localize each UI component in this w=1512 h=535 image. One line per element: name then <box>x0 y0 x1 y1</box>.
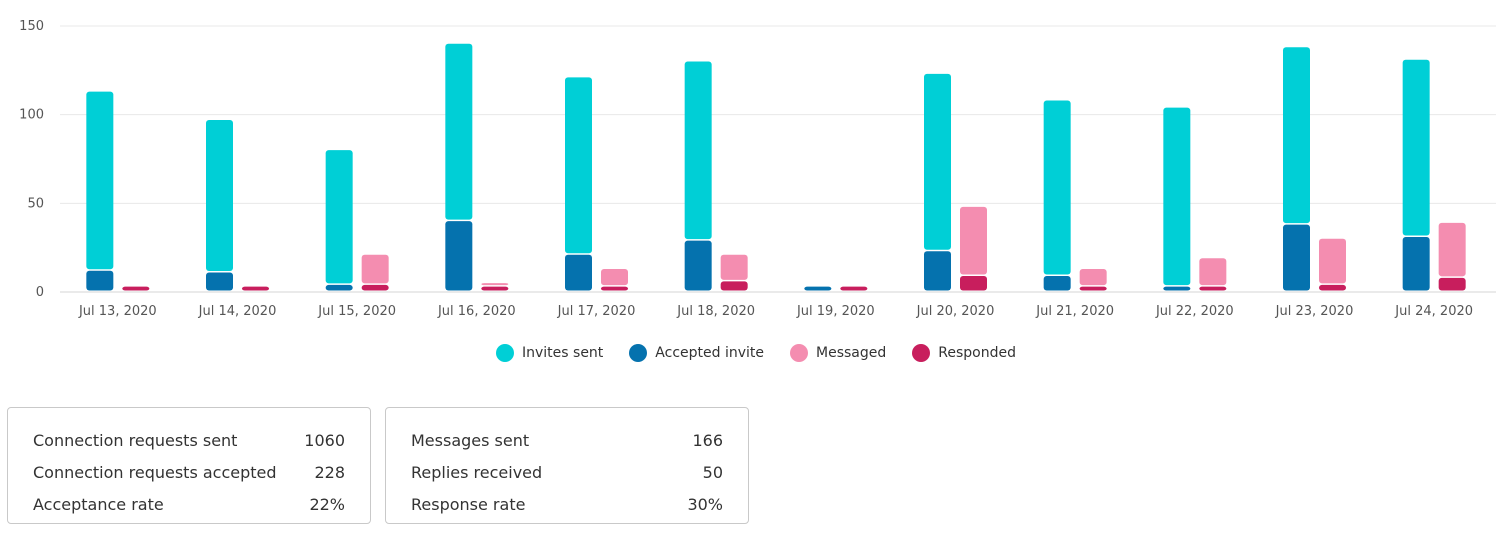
legend-label: Responded <box>938 345 1016 361</box>
stat-label: Replies received <box>411 462 543 482</box>
legend-swatch <box>790 344 809 362</box>
bar-responded <box>840 286 868 291</box>
bar-accepted-invite <box>565 254 592 291</box>
legend-item[interactable]: Messaged <box>790 344 886 362</box>
x-tick-label: Jul 22, 2020 <box>1155 304 1234 319</box>
stat-value: 228 <box>314 462 345 482</box>
bar-responded <box>481 286 509 291</box>
bar-messaged <box>960 206 987 275</box>
bar-accepted-invite <box>804 286 832 291</box>
message-stats-card: Messages sent 166 Replies received 50 Re… <box>385 407 749 524</box>
bar-accepted-invite <box>1402 237 1430 291</box>
bar-messaged <box>481 283 509 286</box>
stats-row: Response rate 30% <box>411 488 723 520</box>
x-tick-label: Jul 18, 2020 <box>676 304 755 319</box>
bar-accepted-invite <box>684 240 712 291</box>
x-tick-label: Jul 23, 2020 <box>1275 304 1354 319</box>
x-tick-label: Jul 13, 2020 <box>78 304 157 319</box>
legend-label: Accepted invite <box>655 345 765 361</box>
bar-invites-sent <box>1283 47 1310 224</box>
stats-row: Connection requests sent 1060 <box>33 424 345 456</box>
x-tick-label: Jul 19, 2020 <box>796 304 875 319</box>
bar-messaged <box>1199 258 1227 286</box>
y-tick-label: 150 <box>19 19 44 34</box>
bar-accepted-invite <box>1283 224 1310 291</box>
stat-value: 22% <box>309 494 345 514</box>
legend-swatch <box>496 344 514 362</box>
bar-responded <box>960 276 987 291</box>
bar-responded <box>361 284 389 291</box>
bar-responded <box>1438 277 1466 291</box>
stat-value: 1060 <box>304 430 345 450</box>
bar-responded <box>1079 286 1107 291</box>
stat-value: 30% <box>687 494 723 514</box>
bar-invites-sent <box>1163 107 1191 286</box>
y-tick-label: 100 <box>19 108 44 123</box>
bar-responded <box>242 286 269 291</box>
stats-row: Connection requests accepted 228 <box>33 456 345 488</box>
stat-label: Connection requests accepted <box>33 462 277 482</box>
bar-messaged <box>361 254 389 284</box>
legend-swatch <box>912 344 931 362</box>
stat-label: Acceptance rate <box>33 494 164 514</box>
bar-responded <box>1319 284 1346 291</box>
bar-invites-sent <box>86 91 114 270</box>
bar-responded <box>720 281 748 291</box>
x-tick-label: Jul 21, 2020 <box>1035 304 1114 319</box>
legend-label: Messaged <box>816 345 887 361</box>
stat-label: Connection requests sent <box>33 430 238 450</box>
bar-invites-sent <box>565 77 592 254</box>
bar-invites-sent <box>325 150 353 284</box>
legend-item[interactable]: Accepted invite <box>629 344 764 362</box>
stacked-bar-chart: 0 50 100 150 Jul 13, 2020 Jul 14, 2020 Jul 15,… <box>19 19 1496 319</box>
stat-label: Response rate <box>411 494 526 514</box>
chart-legend: Invites sent Accepted invite Messaged Respo… <box>0 344 1512 362</box>
bar-responded <box>122 286 150 291</box>
y-tick-label: 0 <box>36 285 44 300</box>
bar-messaged <box>1319 238 1346 284</box>
connection-stats-card: Connection requests sent 1060 Connection… <box>7 407 371 524</box>
legend-item[interactable]: Responded <box>912 344 1016 362</box>
x-tick-label: Jul 15, 2020 <box>317 304 396 319</box>
stats-row: Messages sent 166 <box>411 424 723 456</box>
bar-accepted-invite <box>325 284 353 291</box>
y-tick-label: 50 <box>27 196 44 211</box>
legend-swatch <box>629 344 648 362</box>
bar-accepted-invite <box>924 251 951 291</box>
chart-svg: 0 50 100 150 Jul 13, 2020 Jul 14, 2020 Jul 15,… <box>19 19 1496 319</box>
x-tick-label: Jul 17, 2020 <box>557 304 636 319</box>
bar-messaged <box>1438 222 1466 277</box>
bar-responded <box>1199 286 1227 291</box>
x-tick-label: Jul 24, 2020 <box>1394 304 1473 319</box>
bar-invites-sent <box>1043 100 1071 275</box>
x-tick-label: Jul 20, 2020 <box>916 304 995 319</box>
bar-invites-sent <box>206 119 233 271</box>
bar-invites-sent <box>924 73 951 250</box>
bar-accepted-invite <box>86 270 114 291</box>
bar-accepted-invite <box>206 272 233 291</box>
bar-messaged <box>601 268 628 286</box>
legend-label: Invites sent <box>522 345 604 361</box>
x-tick-label: Jul 16, 2020 <box>437 304 516 319</box>
bar-responded <box>601 286 628 291</box>
bar-accepted-invite <box>1163 286 1191 291</box>
stats-row: Replies received 50 <box>411 456 723 488</box>
bar-messaged <box>1079 268 1107 286</box>
bar-accepted-invite <box>445 221 473 291</box>
stats-row: Acceptance rate 22% <box>33 488 345 520</box>
bar-invites-sent <box>445 43 473 220</box>
bar-invites-sent <box>1402 59 1430 236</box>
stat-label: Messages sent <box>411 430 530 450</box>
bar-invites-sent <box>684 61 712 240</box>
stat-value: 166 <box>692 430 723 450</box>
bar-accepted-invite <box>1043 276 1071 291</box>
legend-item[interactable]: Invites sent <box>496 344 603 362</box>
x-tick-label: Jul 14, 2020 <box>198 304 277 319</box>
bar-messaged <box>720 254 748 280</box>
stat-value: 50 <box>702 462 723 482</box>
